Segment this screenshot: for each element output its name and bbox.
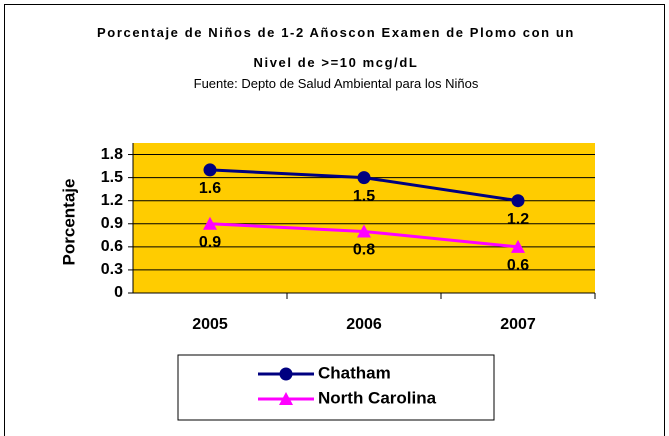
- y-tick-label: 0.9: [101, 215, 123, 232]
- data-label: 1.2: [507, 211, 529, 228]
- chart-title: Porcentaje de Niños de 1-2 Añoscon Exame…: [97, 25, 575, 70]
- data-label: 0.8: [353, 242, 375, 259]
- chart-subtitle: Fuente: Depto de Salud Ambiental para lo…: [193, 76, 479, 91]
- data-point: [511, 239, 525, 253]
- x-tick-label: 2005: [192, 316, 228, 333]
- y-tick-label: 1.5: [101, 169, 123, 186]
- y-axis-label: Porcentaje: [59, 179, 78, 266]
- data-point: [203, 216, 217, 230]
- x-tick-label: 2006: [346, 316, 382, 333]
- y-tick-label: 0: [114, 284, 123, 301]
- data-label: 1.5: [353, 188, 375, 205]
- data-point: [357, 224, 371, 238]
- data-label: 0.9: [199, 234, 221, 251]
- data-label: 0.6: [507, 257, 529, 274]
- data-label: 1.6: [199, 180, 221, 197]
- y-tick-label: 1.8: [101, 146, 123, 163]
- data-point: [511, 194, 525, 208]
- data-point: [357, 171, 371, 185]
- legend-marker: [279, 367, 293, 381]
- legend-label: North Carolina: [318, 388, 437, 407]
- x-tick-label: 2007: [500, 316, 536, 333]
- legend-box: [177, 354, 495, 421]
- legend-label: Chatham: [318, 363, 391, 382]
- y-tick-label: 0.3: [101, 261, 123, 278]
- legend-marker: [279, 392, 293, 405]
- y-tick-label: 1.2: [101, 192, 123, 209]
- data-point: [203, 163, 217, 177]
- y-tick-label: 0.6: [101, 238, 123, 255]
